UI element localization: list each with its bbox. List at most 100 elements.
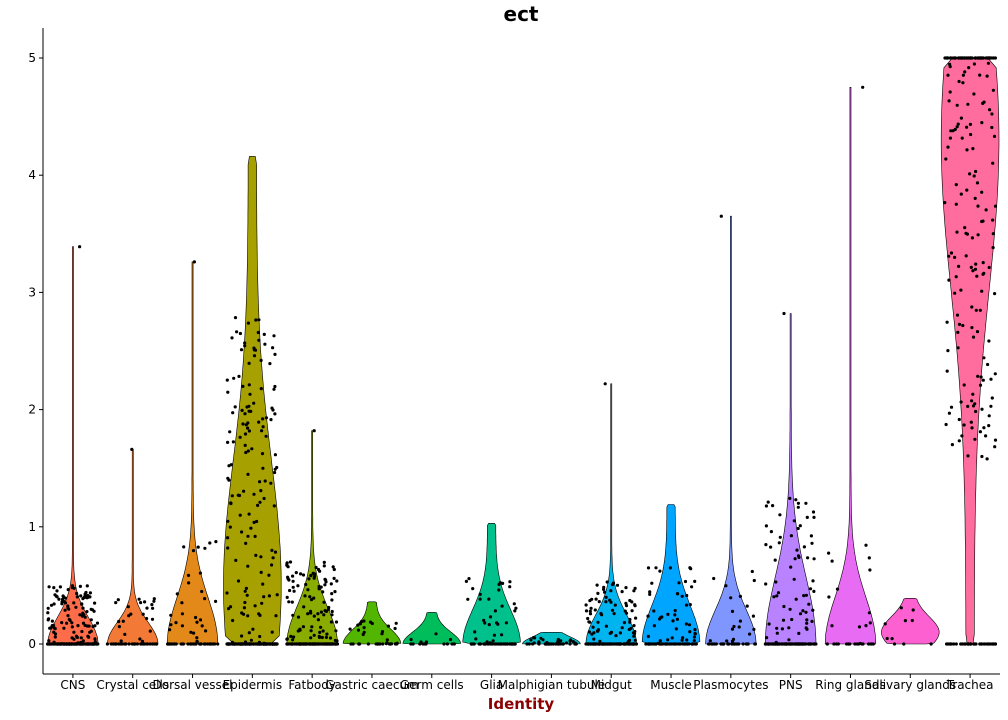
data-point bbox=[246, 614, 250, 618]
data-point bbox=[972, 92, 976, 96]
data-point bbox=[870, 642, 874, 646]
data-point bbox=[774, 640, 778, 645]
data-point bbox=[685, 593, 689, 598]
data-point bbox=[944, 157, 948, 161]
data-point bbox=[769, 545, 773, 549]
data-point bbox=[650, 581, 654, 585]
data-point bbox=[148, 642, 152, 646]
data-point bbox=[830, 624, 834, 628]
violin-shape bbox=[585, 383, 637, 645]
data-point bbox=[631, 642, 635, 646]
data-point bbox=[946, 73, 950, 77]
data-point bbox=[776, 591, 781, 595]
data-point bbox=[960, 136, 964, 140]
data-point bbox=[652, 642, 656, 646]
data-point bbox=[686, 642, 690, 646]
data-point bbox=[169, 613, 173, 617]
data-point bbox=[130, 447, 134, 451]
data-point bbox=[292, 635, 296, 639]
data-point bbox=[980, 121, 984, 125]
data-point bbox=[976, 374, 980, 378]
data-point bbox=[79, 594, 83, 598]
data-point bbox=[285, 637, 289, 641]
data-point bbox=[52, 586, 56, 590]
data-point bbox=[89, 618, 93, 622]
data-point bbox=[808, 587, 813, 591]
data-point bbox=[65, 621, 69, 625]
data-point bbox=[270, 563, 274, 567]
data-point bbox=[588, 599, 592, 603]
data-point bbox=[883, 622, 887, 626]
data-point bbox=[967, 66, 971, 70]
data-point bbox=[258, 500, 262, 504]
data-point bbox=[987, 424, 991, 428]
data-point bbox=[227, 642, 231, 646]
data-point bbox=[262, 332, 266, 336]
data-point bbox=[786, 642, 790, 646]
data-point bbox=[806, 556, 810, 560]
data-point bbox=[764, 504, 769, 508]
data-point bbox=[684, 603, 689, 607]
data-point bbox=[59, 642, 63, 646]
data-point bbox=[791, 642, 795, 646]
data-point bbox=[312, 633, 316, 637]
data-point bbox=[269, 642, 273, 646]
data-point bbox=[946, 349, 950, 353]
data-point bbox=[764, 543, 768, 547]
data-point bbox=[275, 593, 279, 597]
data-point bbox=[275, 642, 279, 646]
data-point bbox=[243, 412, 247, 416]
x-tick-label: Gastric caecum bbox=[325, 678, 419, 692]
data-point bbox=[590, 632, 594, 636]
data-point bbox=[792, 519, 796, 523]
data-point bbox=[628, 620, 632, 624]
data-point bbox=[490, 642, 494, 646]
data-point bbox=[952, 56, 956, 60]
data-point bbox=[182, 545, 186, 549]
data-point bbox=[588, 612, 593, 616]
data-point bbox=[787, 638, 791, 642]
data-point bbox=[291, 585, 295, 589]
violin-shape bbox=[705, 215, 757, 645]
data-point bbox=[474, 637, 478, 641]
data-point bbox=[256, 503, 260, 507]
y-tick-label: 1 bbox=[28, 520, 36, 534]
data-point bbox=[713, 642, 717, 646]
data-point bbox=[214, 599, 218, 604]
data-point bbox=[804, 593, 809, 597]
data-point bbox=[78, 613, 82, 617]
data-point bbox=[987, 339, 991, 343]
data-point bbox=[254, 553, 258, 558]
data-point bbox=[195, 620, 199, 624]
data-point bbox=[801, 609, 805, 613]
data-point bbox=[789, 534, 794, 538]
data-point bbox=[273, 642, 277, 646]
data-point bbox=[628, 598, 632, 603]
data-point bbox=[965, 125, 969, 129]
data-point bbox=[654, 642, 658, 646]
data-point bbox=[789, 565, 793, 569]
data-point bbox=[199, 642, 203, 646]
data-point bbox=[62, 626, 66, 630]
data-point bbox=[496, 642, 500, 646]
data-point bbox=[243, 344, 247, 348]
y-tick-label: 3 bbox=[28, 285, 36, 299]
data-point bbox=[605, 580, 609, 584]
data-point bbox=[864, 543, 868, 547]
data-point bbox=[890, 637, 894, 641]
data-point bbox=[335, 579, 339, 583]
data-point bbox=[775, 631, 779, 635]
data-point bbox=[775, 594, 779, 598]
data-point bbox=[957, 439, 961, 443]
data-point bbox=[79, 636, 83, 640]
data-point bbox=[319, 610, 323, 614]
data-point bbox=[155, 642, 159, 646]
data-point bbox=[681, 636, 685, 640]
data-point bbox=[770, 642, 774, 646]
y-ticks: 0 1 2 3 4 5 bbox=[28, 51, 43, 651]
data-point bbox=[269, 418, 273, 422]
data-point bbox=[970, 326, 974, 330]
data-point bbox=[351, 642, 355, 646]
data-point bbox=[796, 501, 801, 505]
data-point bbox=[788, 607, 792, 611]
